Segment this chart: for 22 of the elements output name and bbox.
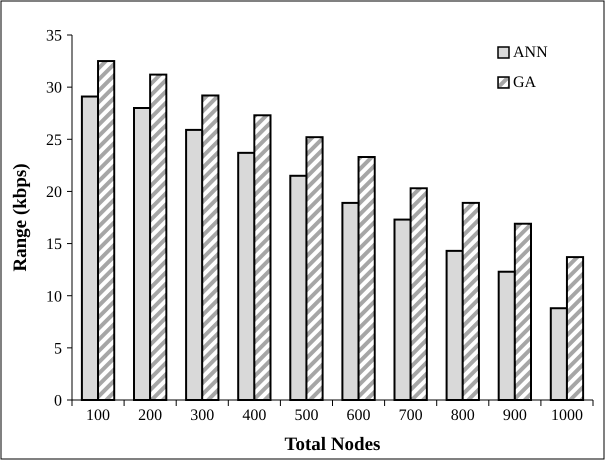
y-axis-title: Range (kbps) (10, 163, 31, 272)
x-axis-title: Total Nodes (284, 434, 380, 455)
x-tick-label: 600 (346, 407, 371, 424)
x-tick-label: 900 (502, 407, 527, 424)
legend-label: GA (513, 74, 537, 91)
y-tick-label: 10 (46, 288, 62, 306)
x-tick-label: 200 (138, 407, 162, 424)
x-tick-label: 700 (398, 407, 423, 424)
x-tick-label: 100 (86, 407, 110, 424)
y-tick-label: 20 (46, 184, 62, 202)
y-tick-label: 0 (54, 392, 62, 410)
legend-label: ANN (513, 44, 548, 61)
y-tick-label: 5 (54, 340, 62, 358)
x-tick-label: 300 (190, 407, 214, 424)
y-tick-label: 25 (46, 132, 62, 149)
x-tick-label: 800 (450, 407, 475, 424)
y-tick-label: 30 (46, 80, 62, 97)
x-tick-label: 1000 (550, 407, 583, 424)
x-tick-label: 400 (242, 407, 266, 424)
y-tick-label: 35 (46, 28, 62, 45)
y-tick-label: 15 (46, 236, 62, 254)
x-tick-label: 500 (294, 407, 318, 424)
